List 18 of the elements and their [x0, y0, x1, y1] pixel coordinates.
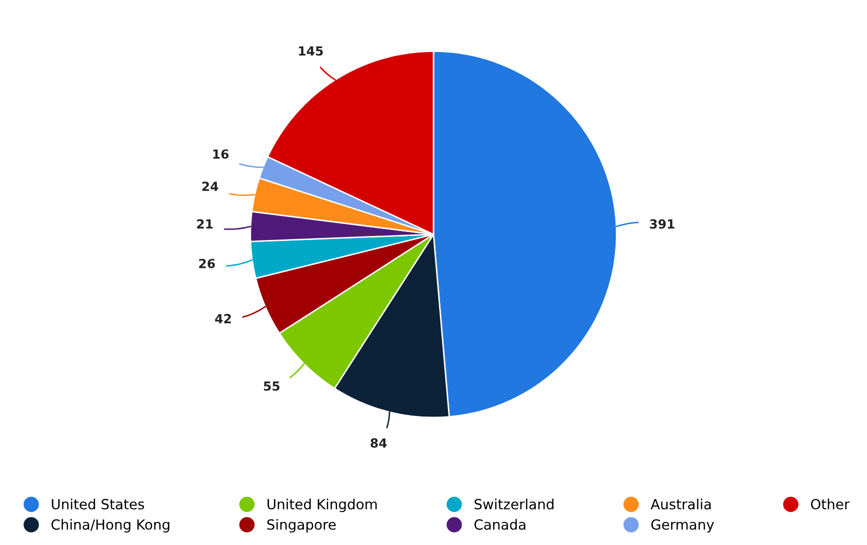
data-label: 21	[197, 219, 213, 229]
data-label: 16	[213, 149, 229, 159]
legend-label: Australia	[650, 498, 711, 510]
legend-label: United Kingdom	[268, 498, 377, 512]
data-label: 55	[264, 381, 280, 391]
data-label: 84	[370, 438, 387, 448]
legend-label: China/Hong Kong	[51, 519, 170, 532]
data-label: 391	[650, 219, 674, 229]
legend-label: Singapore	[267, 519, 336, 532]
legend-label: Other	[810, 498, 850, 510]
legend-label: Canada	[474, 519, 526, 530]
data-label: 26	[199, 258, 215, 268]
data-label: 24	[202, 182, 218, 191]
data-label: 145	[299, 46, 323, 56]
legend-label: Switzerland	[474, 498, 554, 510]
data-label: 42	[215, 314, 231, 324]
legend-label: United States	[52, 498, 144, 510]
legend-label: Germany	[651, 519, 714, 532]
